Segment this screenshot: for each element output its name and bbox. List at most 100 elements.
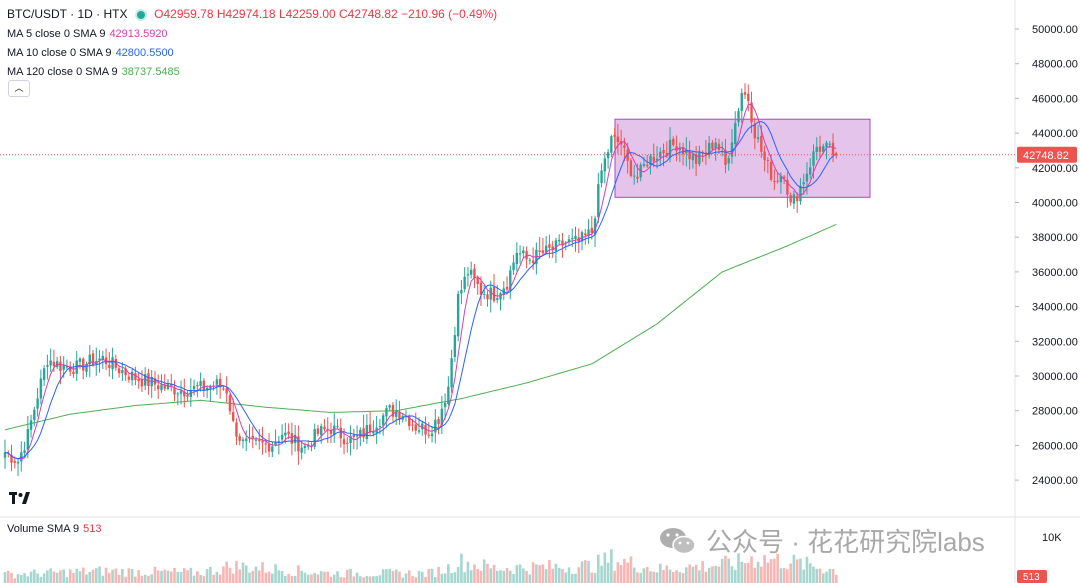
volume-bar [368, 576, 372, 583]
candle [261, 427, 264, 455]
indicator-ma120[interactable]: MA 120 close 0 SMA 9 38737.5485 [7, 66, 180, 78]
collapse-legend-button[interactable]: ︿ [8, 80, 30, 97]
volume-bar [583, 560, 587, 583]
close-value: C42748.82 [339, 7, 398, 21]
indicator-ma5[interactable]: MA 5 close 0 SMA 9 42913.5920 [7, 28, 168, 40]
volume-bar [727, 558, 731, 583]
volume-bar [391, 571, 395, 583]
candle [235, 418, 238, 445]
candle [447, 376, 450, 406]
volume-bar [424, 576, 427, 583]
volume-bar [649, 571, 652, 583]
volume-bar [130, 568, 134, 583]
y-tick-label: 30000.00 [1032, 371, 1078, 383]
volume-bar [20, 575, 23, 583]
candle [655, 146, 659, 169]
volume-bar [264, 572, 268, 583]
volume-bar [68, 569, 72, 583]
candle [652, 143, 655, 168]
candle [463, 267, 466, 293]
volume-bar [610, 549, 613, 583]
volume-bar [346, 569, 349, 583]
candle [65, 359, 69, 370]
candle [587, 219, 590, 244]
candle [815, 137, 818, 161]
candle [398, 400, 401, 425]
y-tick-label: 46000.00 [1032, 93, 1078, 105]
candle [101, 350, 104, 369]
volume-bar [668, 569, 672, 583]
volume-bar [720, 558, 724, 583]
candle [10, 444, 13, 472]
candle [486, 290, 489, 307]
volume-bar [199, 575, 202, 583]
volume-bar [417, 570, 421, 583]
volume-bar [378, 575, 382, 583]
volume-bar [544, 569, 548, 583]
volume-bar [482, 559, 486, 583]
volume-bar [65, 577, 69, 583]
candle [117, 366, 121, 378]
volume-bar [652, 571, 656, 583]
volume-bar [222, 566, 225, 583]
candle [535, 242, 538, 275]
volume-bar [593, 573, 597, 583]
volume-bar [319, 571, 323, 583]
indicator-ma10[interactable]: MA 10 close 0 SMA 9 42800.5500 [7, 47, 174, 59]
open-value: O42959.78 [154, 7, 214, 21]
volume-legend[interactable]: Volume SMA 9 513 [7, 523, 102, 535]
volume-bar [473, 564, 476, 583]
volume-bar [626, 562, 629, 583]
volume-bar [479, 570, 483, 583]
volume-bar [518, 564, 522, 583]
candle [29, 414, 33, 438]
volume-bar [835, 574, 838, 583]
volume-bar [548, 559, 551, 583]
candle [685, 137, 688, 167]
candle [518, 245, 522, 264]
volume-bar [645, 566, 649, 583]
volume-bar [372, 576, 375, 583]
volume-bar [329, 576, 333, 583]
volume-bar [176, 571, 180, 583]
tradingview-logo-icon[interactable] [9, 490, 31, 508]
volume-bar [769, 559, 773, 583]
candle [225, 376, 228, 403]
candle [98, 350, 101, 373]
candle [776, 172, 779, 184]
candle [499, 291, 502, 311]
candle [763, 145, 766, 172]
volume-bar [355, 572, 359, 583]
volume-bar [466, 561, 470, 583]
volume-bar [228, 567, 232, 583]
candle [166, 379, 170, 391]
volume-bar [440, 573, 444, 583]
candle [466, 266, 470, 287]
candle [460, 280, 463, 305]
y-tick-label: 38000.00 [1032, 232, 1078, 244]
volume-bar [531, 562, 535, 583]
volume-bar [297, 565, 300, 583]
candle [137, 371, 140, 389]
volume-bar [274, 564, 277, 583]
volume-bar [127, 568, 131, 583]
volume-bar [603, 552, 607, 583]
candle [714, 138, 717, 161]
volume-bar [257, 570, 261, 583]
symbol-label[interactable]: BTC/USDT · 1D · HTX [7, 7, 128, 21]
candle [469, 261, 473, 279]
volume-bar [733, 569, 737, 583]
volume-bar [85, 574, 88, 583]
y-tick-label: 34000.00 [1032, 302, 1078, 314]
symbol-header[interactable]: BTC/USDT · 1D · HTX O42959.78 H42974.18 … [7, 7, 497, 21]
volume-bar [587, 561, 590, 583]
candle [525, 246, 528, 269]
candle [590, 215, 593, 240]
volume-bar [300, 570, 303, 583]
candle [773, 169, 776, 191]
volume-bar [632, 567, 636, 583]
last-price-tag [1017, 146, 1077, 163]
volume-bar [339, 577, 343, 583]
candle [688, 140, 691, 170]
